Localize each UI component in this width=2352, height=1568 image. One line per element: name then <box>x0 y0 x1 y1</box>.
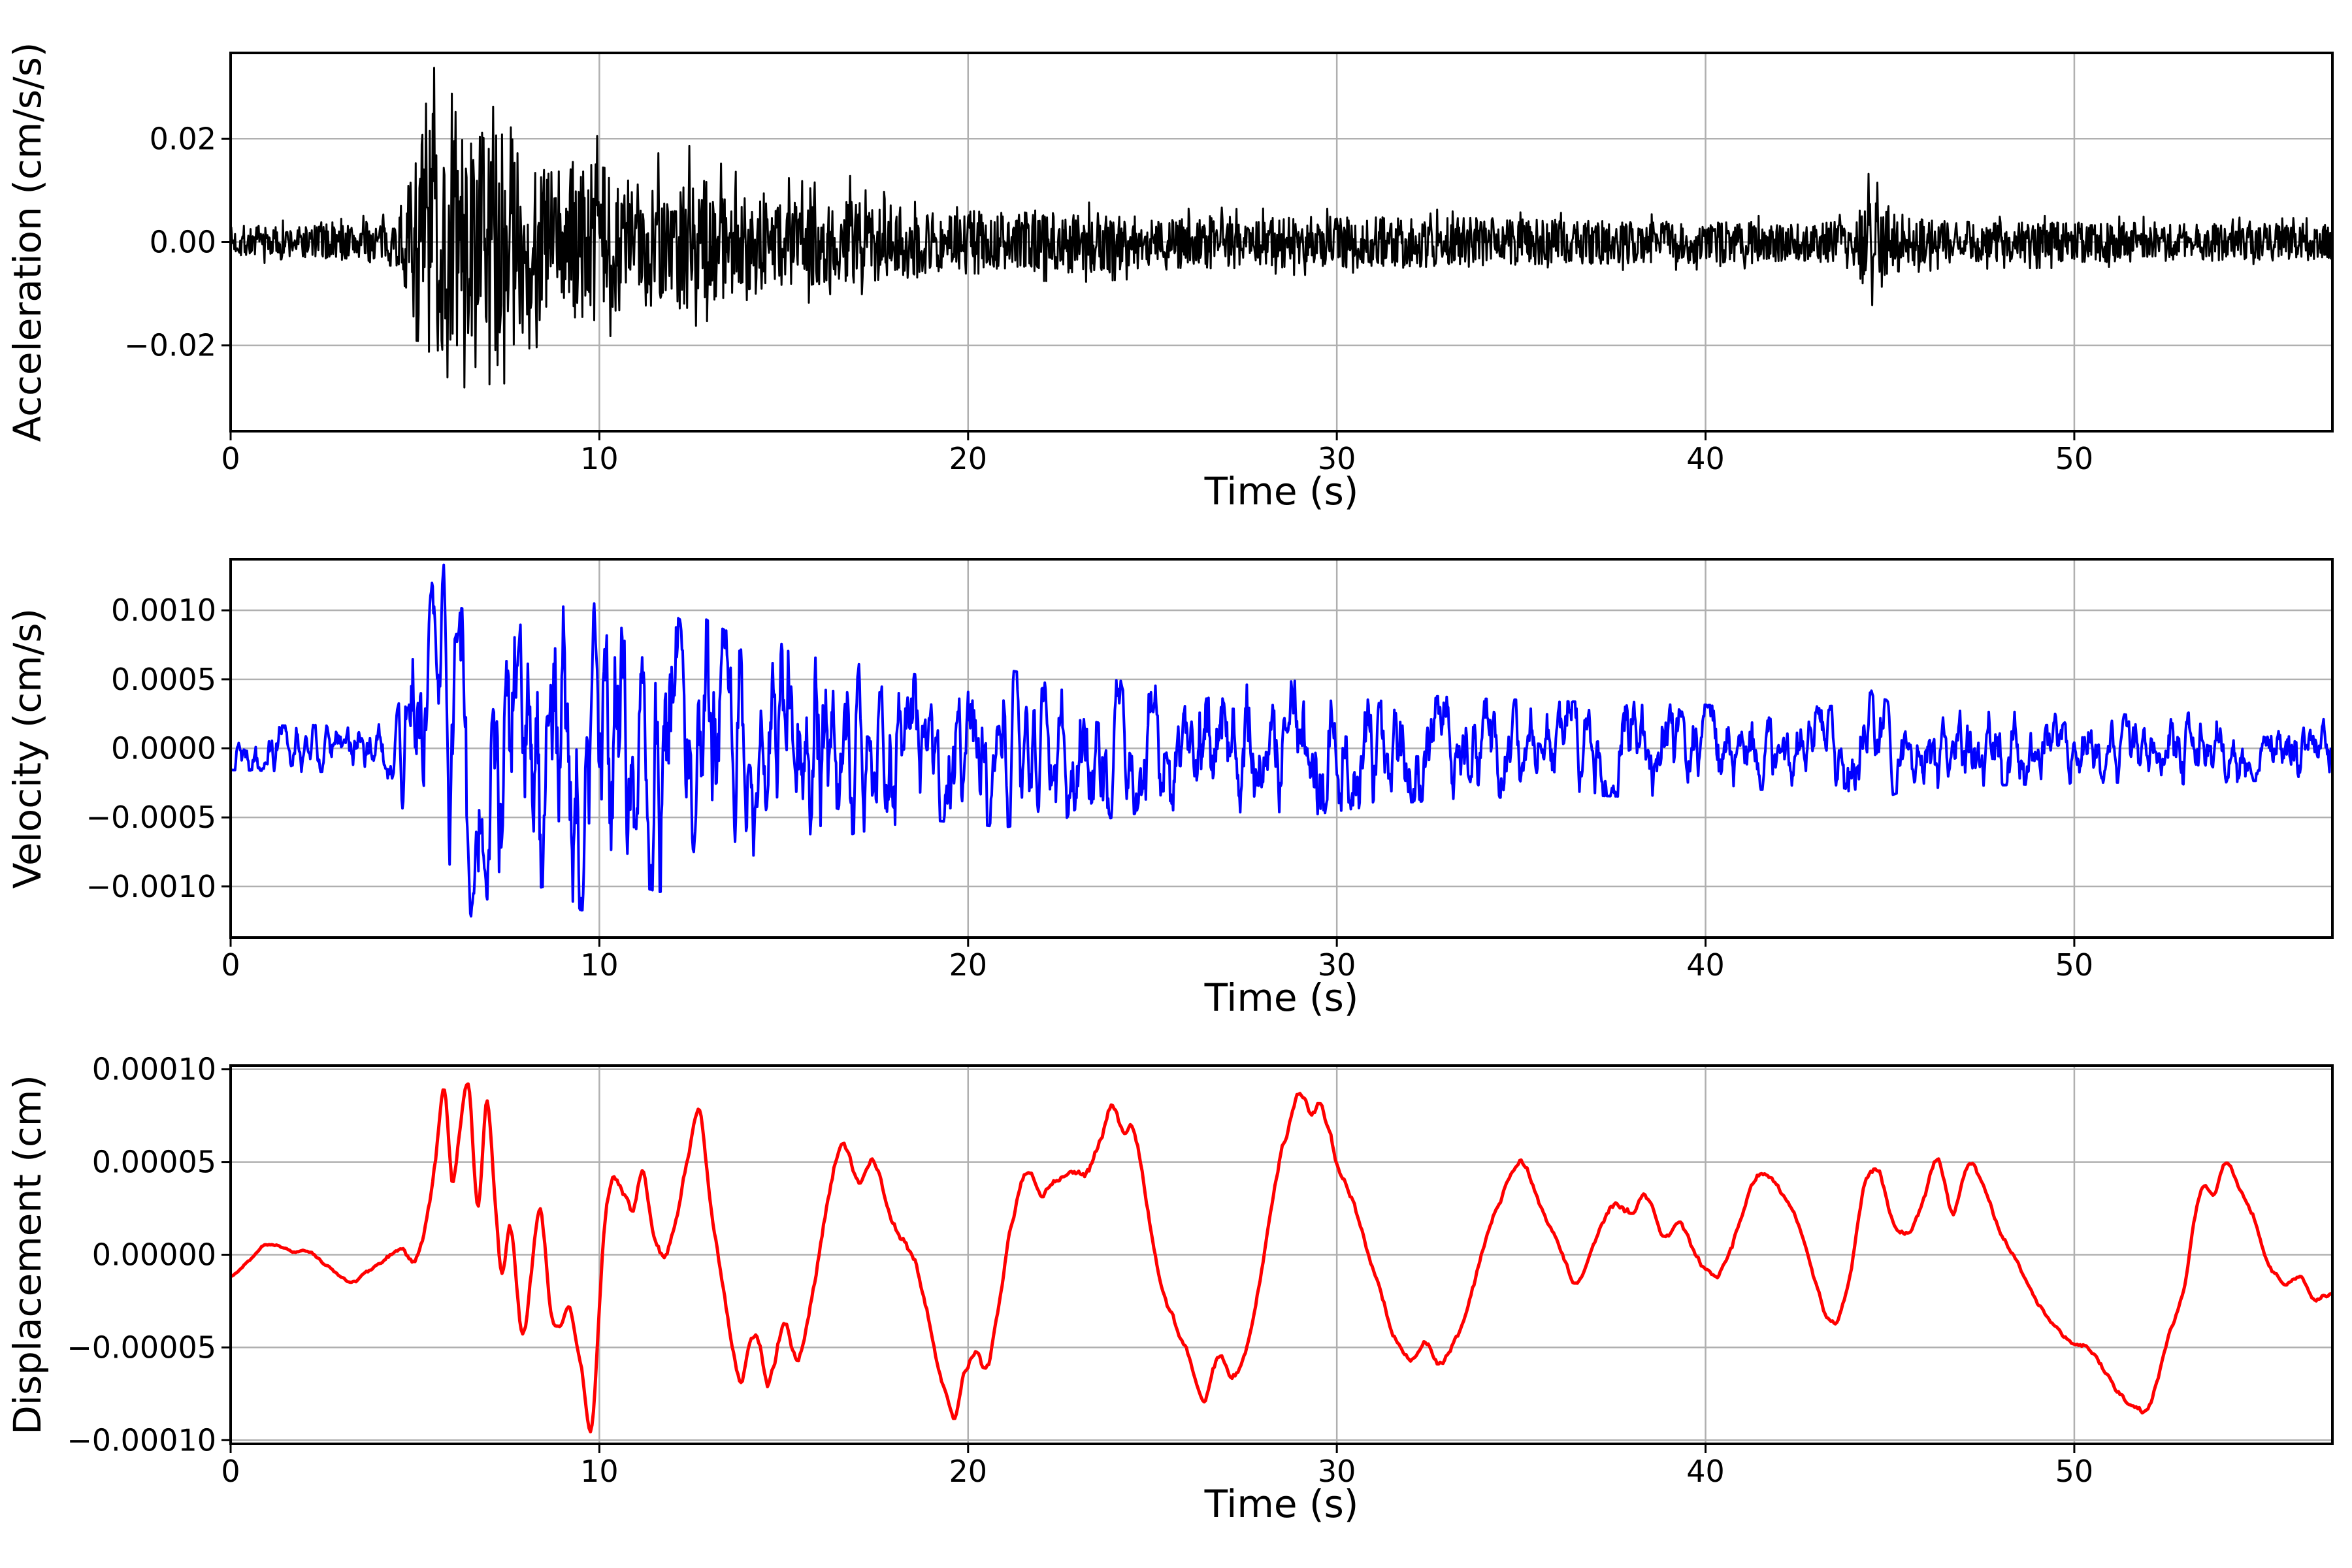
x-tick-label: 20 <box>949 947 987 983</box>
x-tick-label: 50 <box>2055 441 2094 476</box>
acceleration-trace <box>231 67 2332 389</box>
y-tick-label: 0.00010 <box>92 1052 216 1087</box>
x-axis-label: Time (s) <box>1204 469 1359 514</box>
y-tick-label: −0.0010 <box>86 869 217 904</box>
y-axis-label: Acceleration (cm/s/s) <box>5 42 50 442</box>
y-tick-label: −0.02 <box>124 328 216 363</box>
x-tick-label: 0 <box>221 1454 240 1489</box>
x-axis-label: Time (s) <box>1204 1482 1359 1526</box>
x-tick-label: 10 <box>580 441 619 476</box>
y-tick-label: 0.00 <box>150 225 216 260</box>
acceleration-panel: 0 10 20 30 40 50 0.02 0.00 −0.02 Time (s) Accelera… <box>5 42 2334 514</box>
x-tick-label: 30 <box>1318 947 1356 983</box>
x-tick-label: 50 <box>2055 1454 2094 1489</box>
x-tick-label: 30 <box>1318 1454 1356 1489</box>
x-tick-label: 0 <box>221 947 240 983</box>
x-axis-label: Time (s) <box>1204 975 1359 1020</box>
x-tick-label: 10 <box>580 947 619 983</box>
x-tick-label: 20 <box>949 441 987 476</box>
y-tick-label: −0.0005 <box>86 800 217 835</box>
x-tick-label: 50 <box>2055 947 2094 983</box>
x-tick-label: 20 <box>949 1454 987 1489</box>
displacement-trace <box>231 1082 2332 1433</box>
displacement-panel: 0 10 20 30 40 50 0.00010 0.00005 0.00000 −0.00005… <box>5 1052 2334 1526</box>
y-tick-label: 0.00000 <box>92 1237 216 1273</box>
x-tick-label: 40 <box>1686 1454 1725 1489</box>
y-axis-label: Velocity (cm/s) <box>5 608 50 889</box>
x-tick-label: 30 <box>1318 441 1356 476</box>
y-tick-label: 0.02 <box>150 121 216 156</box>
y-tick-label: 0.0005 <box>111 662 216 697</box>
y-tick-label: 0.00005 <box>92 1145 216 1180</box>
y-tick-label: −0.00005 <box>67 1330 216 1365</box>
y-tick-label: −0.00010 <box>67 1422 216 1458</box>
x-tick-label: 10 <box>580 1454 619 1489</box>
x-tick-label: 0 <box>221 441 240 476</box>
x-tick-label: 40 <box>1686 947 1725 983</box>
velocity-panel: 0 10 20 30 40 50 0.0010 0.0005 0.0000 −0.0005 −0.0… <box>5 558 2334 1020</box>
x-tick-label: 40 <box>1686 441 1725 476</box>
y-tick-label: 0.0000 <box>111 731 216 766</box>
y-tick-label: 0.0010 <box>111 593 216 628</box>
velocity-trace <box>231 563 2332 918</box>
y-axis-label: Displacement (cm) <box>5 1075 50 1435</box>
